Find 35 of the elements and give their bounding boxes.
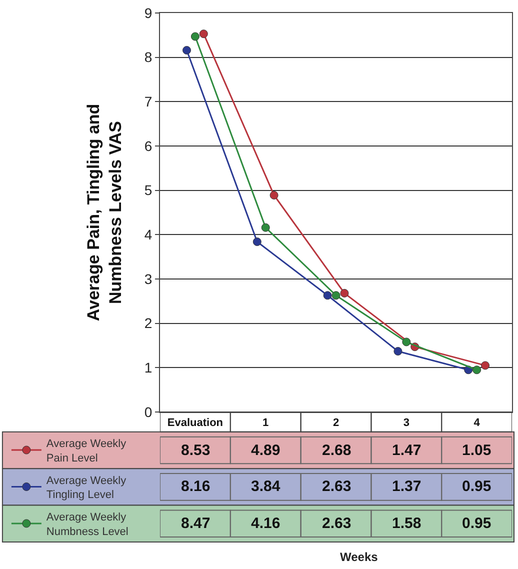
x-tick-label: 1 xyxy=(262,417,269,430)
y-tick-label: 1 xyxy=(144,360,152,376)
data-label: 1.05 xyxy=(462,442,492,459)
data-label: 8.53 xyxy=(181,442,210,459)
y-tick-label: 6 xyxy=(144,138,152,154)
data-label: 2.63 xyxy=(322,515,352,532)
y-tick-label: 8 xyxy=(144,49,152,66)
data-label: 4.16 xyxy=(251,515,280,532)
y-tick-label: 7 xyxy=(144,94,152,110)
data-label: 2.68 xyxy=(322,442,352,459)
data-label: 8.47 xyxy=(181,515,210,532)
y-axis-title: Average Pain, Tingling and Numbness Levels VAS xyxy=(84,104,125,322)
data-label: 0.95 xyxy=(462,478,492,495)
data-label: 1.37 xyxy=(392,478,422,495)
data-label: 1.58 xyxy=(392,515,422,532)
y-tick-label: 3 xyxy=(144,270,152,287)
y-tick-label: 5 xyxy=(144,182,152,198)
y-tick-label: 9 xyxy=(144,4,152,21)
legend-label: Average Weekly Numbness Level xyxy=(46,512,128,538)
legend-label: Average Weekly Tingling Level xyxy=(46,474,127,502)
data-label: 2.63 xyxy=(322,478,352,495)
x-tick-label: 4 xyxy=(474,417,481,430)
data-label: 1.47 xyxy=(392,442,422,459)
x-tick-label: Evaluation xyxy=(167,417,224,430)
y-tick-label: 4 xyxy=(144,226,152,243)
x-tick-label: 2 xyxy=(332,417,340,430)
y-tick-label: 0 xyxy=(144,404,152,420)
data-label: 4.89 xyxy=(251,442,280,459)
data-label: 3.84 xyxy=(251,478,281,495)
text: Weeks xyxy=(340,550,378,564)
x-tick-label: 3 xyxy=(403,417,410,430)
data-label: 0.95 xyxy=(462,515,492,532)
data-label: 8.16 xyxy=(181,478,210,495)
y-tick-label: 2 xyxy=(144,315,152,332)
legend-label: Average Weekly Pain Level xyxy=(46,438,127,464)
